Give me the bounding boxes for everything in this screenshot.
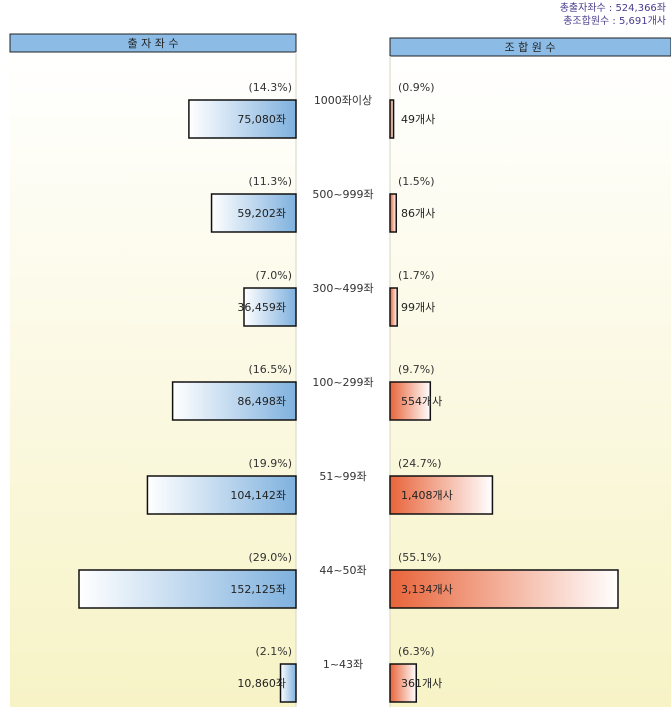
left-bar <box>210 193 297 233</box>
category-label: 500~999좌 <box>312 188 373 201</box>
right-percent-label: (9.7%) <box>398 363 435 376</box>
left-bar <box>78 569 297 609</box>
right-bar <box>389 99 395 139</box>
left-bar <box>146 475 297 515</box>
right-header-label: 조 합 원 수 <box>505 41 556 54</box>
left-percent-label: (19.9%) <box>248 457 292 470</box>
category-label: 1000좌이상 <box>314 94 372 107</box>
left-percent-label: (29.0%) <box>248 551 292 564</box>
right-bar <box>389 381 432 421</box>
right-bar <box>389 569 619 609</box>
right-value-label: 361개사 <box>401 677 442 690</box>
left-bar <box>171 381 297 421</box>
right-value-label: 1,408개사 <box>401 489 453 502</box>
category-label: 1~43좌 <box>323 658 363 671</box>
left-value-label: 86,498좌 <box>237 395 286 408</box>
left-value-label: 75,080좌 <box>237 113 286 126</box>
category-label: 100~299좌 <box>312 376 373 389</box>
left-bar <box>188 99 297 139</box>
right-value-label: 99개사 <box>401 301 435 314</box>
right-percent-label: (55.1%) <box>398 551 442 564</box>
right-panel-background <box>390 56 671 707</box>
left-percent-label: (14.3%) <box>248 81 292 94</box>
left-bar <box>243 287 297 327</box>
right-percent-label: (24.7%) <box>398 457 442 470</box>
right-bar <box>389 663 418 703</box>
left-percent-label: (16.5%) <box>248 363 292 376</box>
left-value-label: 104,142좌 <box>230 489 286 502</box>
left-header-label: 출 자 좌 수 <box>128 37 179 50</box>
left-value-label: 36,459좌 <box>237 301 286 314</box>
left-value-label: 59,202좌 <box>237 207 286 220</box>
right-percent-label: (1.7%) <box>398 269 435 282</box>
left-percent-label: (11.3%) <box>248 175 292 188</box>
right-value-label: 86개사 <box>401 207 435 220</box>
category-label: 300~499좌 <box>312 282 373 295</box>
right-bar <box>389 193 398 233</box>
left-percent-label: (2.1%) <box>255 645 292 658</box>
right-bar <box>389 475 494 515</box>
right-value-label: 554개사 <box>401 395 442 408</box>
total-members-label: 총조합원수 : 5,691개사 <box>563 15 666 27</box>
left-value-label: 152,125좌 <box>230 583 286 596</box>
total-seats-label: 총출자좌수 : 524,366좌 <box>560 2 666 14</box>
right-percent-label: (6.3%) <box>398 645 435 658</box>
right-value-label: 49개사 <box>401 113 435 126</box>
left-value-label: 10,860좌 <box>237 677 286 690</box>
right-bar <box>389 287 398 327</box>
left-percent-label: (7.0%) <box>255 269 292 282</box>
left-bar <box>279 663 297 703</box>
category-label: 44~50좌 <box>319 564 366 577</box>
right-value-label: 3,134개사 <box>401 583 453 596</box>
left-header-box <box>9 33 297 53</box>
category-label: 51~99좌 <box>319 470 366 483</box>
right-percent-label: (1.5%) <box>398 175 435 188</box>
right-percent-label: (0.9%) <box>398 81 435 94</box>
right-header-box <box>389 37 671 57</box>
